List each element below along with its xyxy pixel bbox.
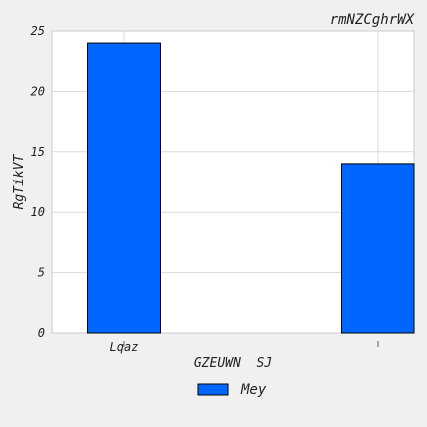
y-tick-label: 10 <box>31 205 45 219</box>
y-axis-label: RgTikVT <box>12 153 27 209</box>
x-axis-label: GZEUWN SJ <box>194 356 272 371</box>
y-tick-label: 5 <box>38 266 45 280</box>
bars <box>87 42 415 334</box>
x-tick-label: Lqaz <box>110 340 139 354</box>
bar-lqaz <box>87 42 161 334</box>
y-tick-label: 20 <box>31 84 45 98</box>
legend-swatch <box>197 383 229 396</box>
y-axis-ticks: 0 5 10 15 20 25 <box>31 24 45 340</box>
y-tick-label: 15 <box>31 145 45 159</box>
y-tick-label: 0 <box>38 326 45 340</box>
legend-label: Mey <box>240 382 267 398</box>
x-axis-ticks: Lqaz <box>110 340 379 354</box>
y-tick-label: 25 <box>31 24 45 38</box>
legend: Mey <box>197 382 267 398</box>
bar-category-2 <box>341 163 415 334</box>
chart-title: rmNZCghrWX <box>330 12 416 28</box>
